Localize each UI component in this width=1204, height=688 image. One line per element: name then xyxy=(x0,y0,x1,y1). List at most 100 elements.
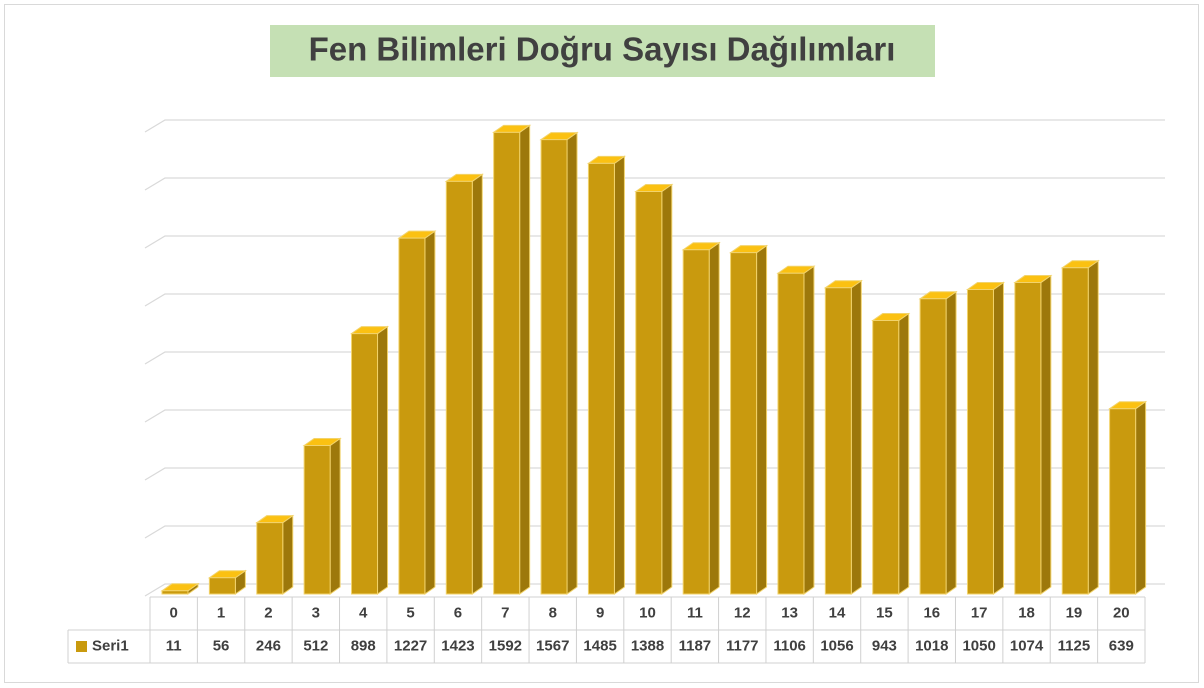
table-value: 1056 xyxy=(820,637,853,654)
bar xyxy=(444,173,484,595)
bar-face xyxy=(898,312,910,595)
bar-face xyxy=(682,249,710,595)
x-tick-label: 8 xyxy=(549,604,557,621)
bar-face xyxy=(708,241,720,595)
bar-face xyxy=(282,514,294,595)
x-tick-label: 5 xyxy=(406,604,414,621)
bar-face xyxy=(992,281,1004,595)
bar-face xyxy=(1109,408,1137,595)
bar xyxy=(160,582,200,595)
x-tick-label: 10 xyxy=(639,604,656,621)
table-value: 1106 xyxy=(773,637,806,654)
bar-face xyxy=(872,320,900,595)
bar-face xyxy=(471,173,483,595)
table-value: 1227 xyxy=(394,637,427,654)
bar-face xyxy=(803,265,815,595)
bar-face xyxy=(1061,267,1089,595)
table-value: 943 xyxy=(872,637,897,654)
bar xyxy=(965,281,1006,595)
x-tick-label: 2 xyxy=(264,604,272,621)
bar-face xyxy=(613,155,625,595)
bar-face xyxy=(161,590,189,595)
bar xyxy=(302,437,342,595)
bar xyxy=(1108,400,1148,595)
bar-face xyxy=(351,333,379,595)
bar-face xyxy=(519,124,531,595)
x-tick-label: 12 xyxy=(734,604,751,621)
grid-line xyxy=(144,177,1165,191)
bar xyxy=(728,244,769,595)
x-tick-label: 20 xyxy=(1113,604,1130,621)
bar-face xyxy=(850,279,862,595)
bar xyxy=(871,312,911,595)
x-tick-label: 16 xyxy=(923,604,940,621)
bar-face xyxy=(587,162,615,595)
bar xyxy=(349,325,390,595)
bar xyxy=(492,124,532,595)
bar xyxy=(255,514,295,595)
bar xyxy=(539,131,579,595)
x-tick-label: 18 xyxy=(1018,604,1035,621)
bar xyxy=(397,230,437,595)
table-value: 1423 xyxy=(441,637,474,654)
x-tick-label: 3 xyxy=(312,604,320,621)
bar xyxy=(1013,274,1053,595)
bar-face xyxy=(329,437,341,595)
bar-face xyxy=(966,289,994,595)
bar xyxy=(681,241,721,595)
x-tick-label: 17 xyxy=(971,604,988,621)
bar-face xyxy=(777,272,805,595)
table-value: 1187 xyxy=(679,637,712,654)
table-value: 246 xyxy=(256,637,281,654)
bar-face xyxy=(756,244,768,595)
bar-face xyxy=(493,131,521,595)
x-tick-label: 1 xyxy=(217,604,225,621)
bar-face xyxy=(1135,400,1147,595)
grid-line xyxy=(144,235,1165,249)
x-tick-label: 0 xyxy=(170,604,178,621)
x-tick-label: 9 xyxy=(596,604,604,621)
bar-face xyxy=(635,190,663,595)
bar-face xyxy=(1040,274,1052,595)
table-value: 1567 xyxy=(536,637,569,654)
legend-label: Seri1 xyxy=(92,637,129,654)
bar-face xyxy=(424,230,436,595)
bar-face xyxy=(945,290,957,595)
x-tick-label: 6 xyxy=(454,604,462,621)
bar xyxy=(586,155,627,595)
chart-title: Fen Bilimleri Doğru Sayısı Dağılımları xyxy=(309,31,896,68)
bar-face xyxy=(398,237,426,595)
bar-face xyxy=(661,183,673,595)
grid-line xyxy=(144,119,1165,133)
bar-face xyxy=(445,180,473,595)
table-value: 1074 xyxy=(1010,637,1044,654)
bar xyxy=(1060,259,1100,595)
bar-face xyxy=(303,445,331,595)
table-value: 1388 xyxy=(631,637,664,654)
bar xyxy=(207,569,247,595)
x-tick-label: 11 xyxy=(687,604,703,621)
table-value: 56 xyxy=(213,637,230,654)
bar-face xyxy=(1014,282,1042,595)
table-value: 1050 xyxy=(962,637,995,654)
bar-face xyxy=(919,298,947,595)
x-tick-label: 14 xyxy=(829,604,846,621)
table-value: 639 xyxy=(1109,637,1134,654)
x-tick-label: 13 xyxy=(781,604,798,621)
x-tick-label: 15 xyxy=(876,604,893,621)
table-value: 512 xyxy=(303,637,328,654)
table-value: 1177 xyxy=(726,637,759,654)
table-value: 1018 xyxy=(915,637,948,654)
bar xyxy=(634,183,674,595)
bar-face xyxy=(730,252,758,595)
bar-face xyxy=(256,522,284,595)
table-value: 898 xyxy=(351,637,376,654)
bar xyxy=(776,265,816,595)
bar-face xyxy=(540,139,568,595)
table-value: 1592 xyxy=(489,637,522,654)
bar-face xyxy=(566,131,578,595)
bar-face xyxy=(377,325,389,595)
bar xyxy=(918,290,958,595)
x-tick-label: 7 xyxy=(501,604,509,621)
